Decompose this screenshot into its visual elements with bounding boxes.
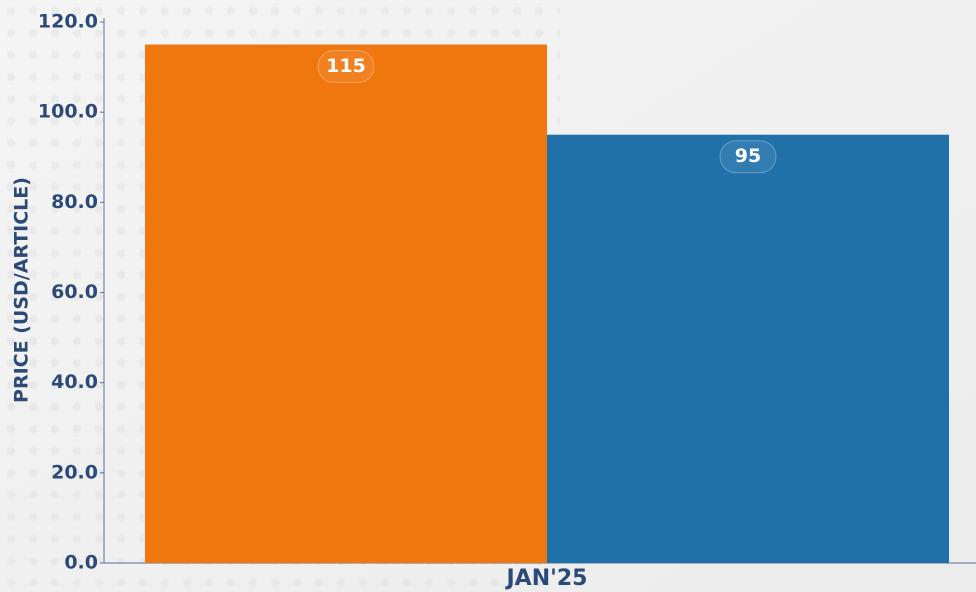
y-tick-label: 120.0 xyxy=(38,11,98,33)
y-tick-label: 80.0 xyxy=(51,191,98,213)
y-tick-label: 20.0 xyxy=(51,461,98,483)
y-axis-label: PRICE (USD/ARTICLE) xyxy=(11,177,33,403)
data-label: 95 xyxy=(735,145,761,167)
bar xyxy=(547,134,949,564)
y-tick-label: 100.0 xyxy=(38,101,98,123)
data-label-pill xyxy=(317,50,375,84)
x-tick-label: JAN'25 xyxy=(505,566,588,591)
bar xyxy=(145,44,547,563)
y-tick-label: 40.0 xyxy=(51,371,98,393)
data-label: 115 xyxy=(326,55,366,77)
y-tick-label: 60.0 xyxy=(51,281,98,303)
y-tick-label: 0.0 xyxy=(64,552,98,574)
data-label-pill xyxy=(719,140,777,174)
